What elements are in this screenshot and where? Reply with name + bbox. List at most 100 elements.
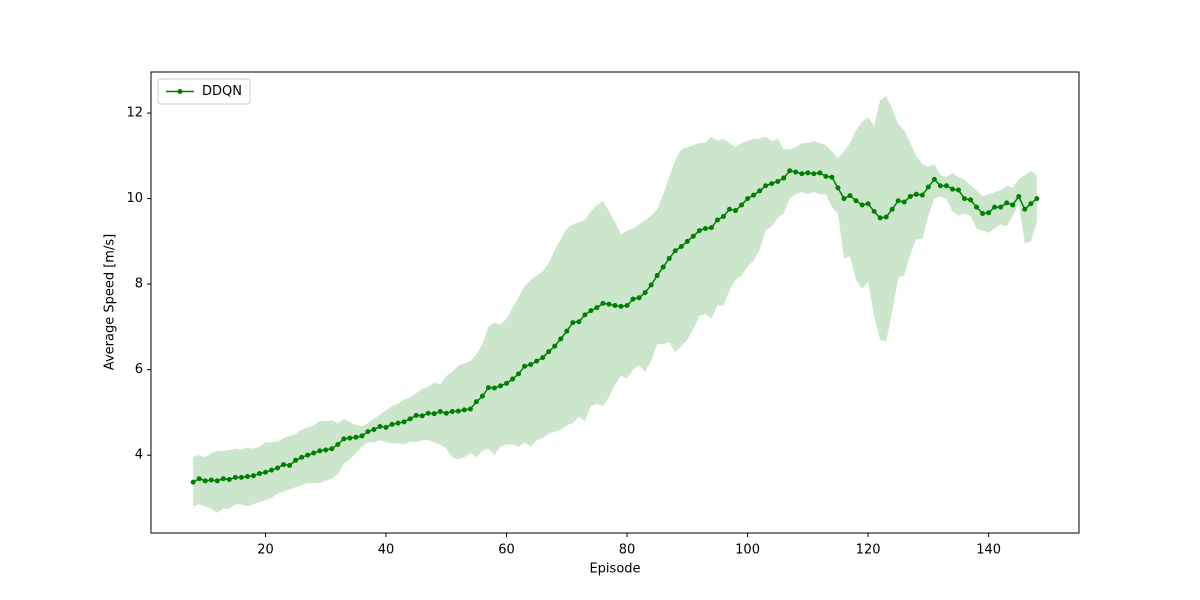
data-point — [269, 467, 275, 473]
x-axis-label: Episode — [589, 562, 640, 577]
data-point — [534, 358, 540, 364]
data-point — [461, 407, 467, 413]
data-point — [702, 226, 708, 232]
data-point — [733, 208, 739, 214]
data-point — [696, 228, 702, 234]
data-point — [190, 479, 196, 485]
data-point — [835, 185, 841, 191]
data-point — [582, 312, 588, 318]
data-point — [859, 202, 865, 208]
data-point — [949, 186, 955, 192]
data-point — [1016, 193, 1022, 199]
plot-frame — [150, 71, 1080, 534]
y-axis-label: Average Speed [m/s] — [103, 234, 118, 370]
data-point — [244, 474, 250, 480]
data-point — [1022, 206, 1028, 212]
data-point — [437, 409, 443, 415]
data-point — [335, 441, 341, 447]
data-point — [407, 416, 413, 422]
data-point — [636, 295, 642, 301]
x-tick-label: 140 — [976, 543, 1001, 558]
y-tick-label: 8 — [135, 277, 143, 292]
data-point — [751, 192, 757, 198]
data-point — [305, 452, 311, 458]
data-point — [841, 196, 847, 202]
data-point — [250, 473, 256, 479]
data-point — [708, 225, 714, 231]
data-point — [491, 385, 497, 391]
y-tick-label: 4 — [135, 448, 143, 463]
data-point — [281, 462, 287, 468]
data-point — [473, 399, 479, 405]
data-point — [467, 406, 473, 412]
data-point — [395, 420, 401, 426]
data-point — [660, 264, 666, 270]
data-point — [895, 198, 901, 204]
data-point — [208, 477, 214, 483]
data-point — [757, 188, 763, 194]
data-point — [558, 336, 564, 342]
data-point — [202, 478, 208, 484]
data-point — [811, 171, 817, 177]
data-point — [588, 308, 594, 314]
data-point — [196, 476, 202, 482]
data-point — [781, 175, 787, 181]
data-point — [570, 320, 576, 326]
data-point — [353, 434, 359, 440]
data-point — [504, 380, 510, 386]
data-point — [546, 349, 552, 355]
data-point — [377, 424, 383, 430]
data-point — [847, 193, 853, 199]
data-point — [913, 191, 919, 197]
data-point — [425, 410, 431, 416]
data-point — [347, 435, 353, 441]
data-point — [359, 433, 365, 439]
x-tick-label: 20 — [257, 543, 274, 558]
data-point — [528, 362, 534, 368]
legend-label: DDQN — [202, 84, 242, 99]
data-point — [540, 355, 546, 361]
data-point — [431, 411, 437, 417]
data-point — [648, 282, 654, 288]
y-tick-label: 12 — [126, 106, 143, 121]
data-point — [726, 206, 732, 212]
data-point — [937, 183, 943, 189]
data-point — [226, 477, 232, 483]
data-point — [317, 448, 323, 454]
data-point — [419, 413, 425, 419]
data-point — [799, 171, 805, 177]
data-point — [986, 210, 992, 216]
data-point — [238, 474, 244, 480]
data-point — [642, 290, 648, 296]
data-point — [401, 419, 407, 425]
data-point — [576, 319, 582, 325]
data-point — [889, 206, 895, 212]
data-point — [817, 170, 823, 176]
data-point — [787, 168, 793, 174]
data-point — [449, 409, 455, 415]
x-tick-label: 100 — [735, 543, 760, 558]
data-point — [829, 174, 835, 180]
data-point — [672, 248, 678, 254]
data-point — [365, 429, 371, 435]
data-point — [311, 450, 317, 456]
data-point — [323, 447, 329, 453]
data-point — [220, 476, 226, 482]
data-point — [389, 421, 395, 427]
data-point — [745, 196, 751, 202]
data-point — [980, 211, 986, 217]
data-point — [943, 183, 949, 189]
data-point — [293, 457, 299, 463]
data-point — [612, 302, 618, 308]
data-point — [594, 305, 600, 311]
data-point — [510, 376, 516, 382]
x-tick-label: 80 — [619, 543, 636, 558]
data-point — [299, 454, 305, 460]
data-point — [443, 410, 449, 416]
data-point — [974, 204, 980, 210]
data-point — [624, 302, 630, 308]
data-point — [256, 471, 262, 477]
data-point — [413, 412, 419, 418]
data-point — [998, 204, 1004, 210]
